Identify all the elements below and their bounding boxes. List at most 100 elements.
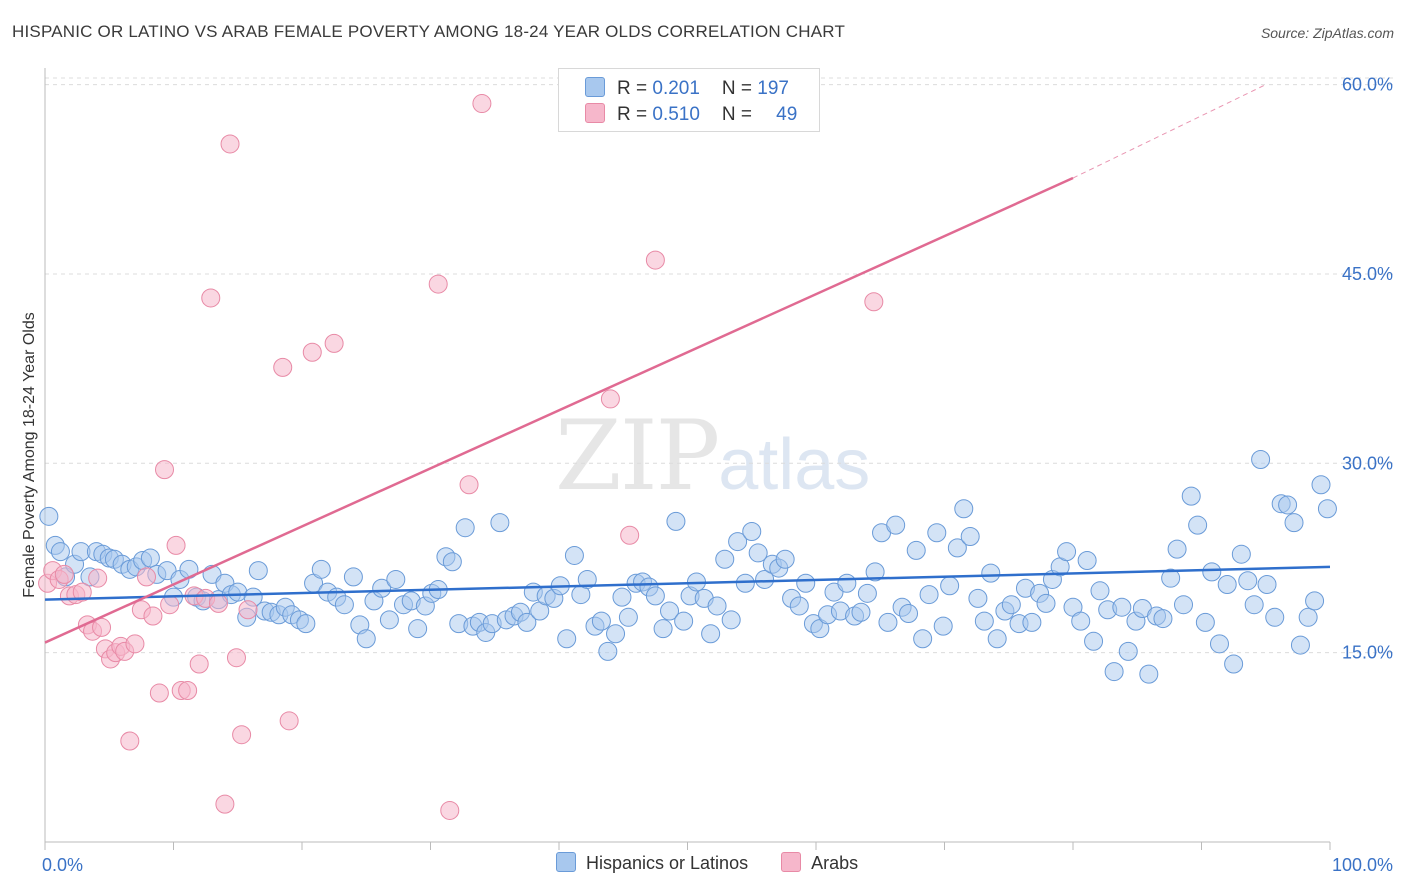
point-hispanics-48 (379, 610, 399, 630)
point-hispanics-0 (39, 506, 59, 526)
legend-swatch-hispanics (556, 852, 576, 872)
point-hispanics-128 (927, 523, 947, 543)
trend-lines (44, 84, 1331, 644)
point-hispanics-170 (1217, 574, 1237, 594)
point-hispanics-37 (296, 614, 316, 634)
point-hispanics-77 (577, 569, 597, 589)
point-hispanics-49 (386, 569, 406, 589)
point-hispanics-119 (865, 562, 885, 582)
point-arabs-37 (273, 357, 293, 377)
point-hispanics-87 (645, 586, 665, 606)
point-hispanics-168 (1202, 562, 1222, 582)
point-hispanics-182 (1298, 607, 1318, 627)
point-hispanics-132 (954, 499, 974, 519)
point-hispanics-39 (311, 559, 331, 579)
point-arabs-33 (220, 134, 240, 154)
point-hispanics-90 (666, 511, 686, 531)
axes (44, 68, 1331, 850)
point-hispanics-164 (1174, 595, 1194, 615)
point-hispanics-139 (1001, 595, 1021, 615)
point-hispanics-127 (919, 585, 939, 605)
point-arabs-30 (201, 288, 221, 308)
legend-n-value-hispanics: 197 (757, 78, 789, 99)
point-hispanics-75 (564, 545, 584, 565)
x-tick-label-max: 100.0% (1332, 855, 1393, 875)
point-hispanics-57 (442, 552, 462, 572)
point-hispanics-115 (837, 573, 857, 593)
series-legend: Hispanics or Latinos Arabs (556, 852, 886, 874)
point-hispanics-136 (981, 563, 1001, 583)
point-arabs-19 (137, 567, 157, 587)
point-hispanics-171 (1224, 654, 1244, 674)
point-hispanics-135 (974, 611, 994, 631)
trend-line-arabs (44, 176, 1074, 644)
point-hispanics-96 (707, 596, 727, 616)
point-hispanics-169 (1209, 634, 1229, 654)
point-hispanics-83 (618, 607, 638, 627)
point-hispanics-118 (857, 583, 877, 603)
point-hispanics-151 (1084, 631, 1104, 651)
point-arabs-45 (600, 389, 620, 409)
correlation-legend: R = 0.201 N = 197 R = 0.510 N = 49 (558, 68, 820, 132)
point-hispanics-42 (334, 595, 354, 615)
point-hispanics-45 (356, 629, 376, 649)
point-arabs-34 (226, 648, 246, 668)
point-hispanics-133 (960, 527, 980, 547)
point-hispanics-125 (906, 540, 926, 560)
point-arabs-36 (238, 600, 258, 620)
point-arabs-46 (620, 525, 640, 545)
point-hispanics-82 (612, 587, 632, 607)
point-hispanics-124 (899, 604, 919, 624)
point-hispanics-52 (408, 619, 428, 639)
point-hispanics-99 (728, 532, 748, 552)
point-hispanics-126 (913, 629, 933, 649)
point-arabs-28 (189, 654, 209, 674)
y-axis-label: Female Poverty Among 18-24 Year Olds (21, 312, 38, 598)
point-hispanics-97 (715, 549, 735, 569)
point-hispanics-89 (660, 601, 680, 621)
point-hispanics-30 (248, 561, 268, 581)
point-hispanics-129 (933, 616, 953, 636)
point-arabs-23 (160, 595, 180, 615)
point-hispanics-59 (455, 518, 475, 538)
point-hispanics-147 (1057, 542, 1077, 562)
legend-r-value-hispanics: 0.201 (652, 78, 700, 99)
point-hispanics-64 (490, 513, 510, 533)
point-arabs-40 (324, 333, 344, 353)
legend-r-value-arabs: 0.510 (652, 104, 700, 125)
point-arabs-16 (120, 731, 140, 751)
point-arabs-10 (92, 617, 112, 637)
point-hispanics-149 (1071, 611, 1091, 631)
point-hispanics-68 (517, 612, 537, 632)
point-hispanics-179 (1278, 495, 1298, 515)
point-arabs-39 (302, 342, 322, 362)
point-arabs-35 (232, 725, 252, 745)
legend-n-value-arabs: 49 (776, 104, 798, 125)
point-hispanics-176 (1257, 574, 1277, 594)
tick-labels: 15.0% 30.0% 45.0% 60.0% 0.0% 100.0% (42, 75, 1393, 875)
point-arabs-31 (208, 593, 228, 613)
point-hispanics-2 (50, 542, 70, 562)
point-hispanics-102 (748, 543, 768, 563)
y-tick-label-60: 60.0% (1342, 75, 1393, 95)
y-tick-label-45: 45.0% (1342, 264, 1393, 284)
point-hispanics-101 (742, 521, 762, 541)
legend-item-hispanics: Hispanics or Latinos (556, 852, 748, 874)
point-arabs-47 (645, 250, 665, 270)
point-hispanics-81 (606, 624, 626, 644)
point-hispanics-165 (1181, 486, 1201, 506)
point-arabs-22 (155, 460, 175, 480)
point-hispanics-175 (1251, 450, 1271, 470)
point-hispanics-183 (1305, 591, 1325, 611)
point-hispanics-167 (1195, 612, 1215, 632)
point-arabs-6 (72, 582, 92, 602)
point-hispanics-100 (735, 573, 755, 593)
point-hispanics-15 (140, 548, 160, 568)
legend-row-arabs: R = 0.510 N = 49 (585, 103, 797, 125)
point-arabs-20 (143, 606, 163, 626)
point-hispanics-121 (878, 612, 898, 632)
point-hispanics-134 (968, 588, 988, 608)
point-hispanics-174 (1244, 595, 1264, 615)
point-arabs-3 (54, 564, 74, 584)
point-hispanics-152 (1090, 581, 1110, 601)
